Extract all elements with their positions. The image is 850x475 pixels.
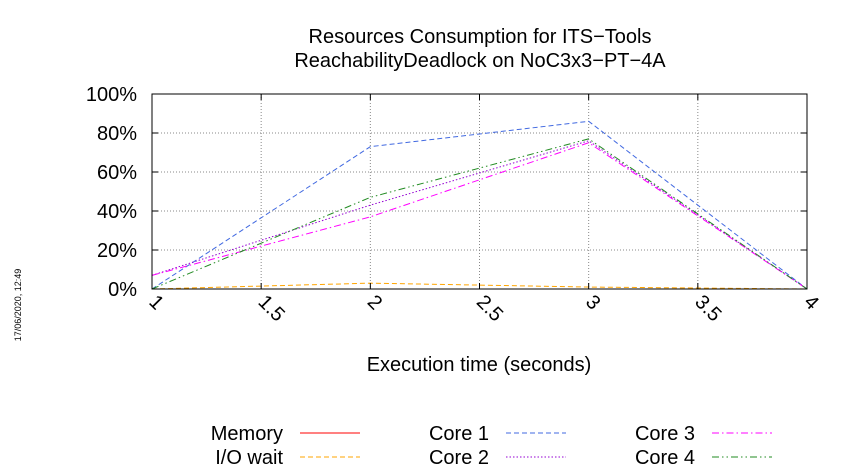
- series-line-core-3: [151, 142, 808, 290]
- series-line-core-1: [151, 120, 808, 290]
- chart-title: Resources Consumption for ITS−Tools Reac…: [294, 26, 666, 72]
- y-tick-label-3: 60%: [97, 162, 137, 184]
- chart-title-line-1: Resources Consumption for ITS−Tools: [309, 26, 652, 48]
- x-axis-ticks: 1 1.5 2 2.5 3 3.5 4: [144, 94, 823, 326]
- y-tick-label-5: 100%: [86, 84, 137, 106]
- series-line-core-2: [151, 140, 808, 290]
- x-tick-label-1: 1.5: [254, 291, 289, 326]
- y-tick-label-0: 0%: [108, 279, 137, 301]
- legend-label-i-o-wait: I/O wait: [215, 447, 283, 469]
- legend-label-core-4: Core 4: [635, 447, 695, 469]
- x-tick-label-5: 3.5: [690, 291, 725, 326]
- timestamp: 17/06/2020, 12:49: [13, 269, 23, 342]
- x-tick-label-6: 4: [799, 291, 822, 314]
- x-tick-label-2: 2: [363, 291, 386, 314]
- x-axis-label: Execution time (seconds): [367, 354, 592, 376]
- series-line-core-4: [151, 138, 808, 290]
- y-tick-label-4: 80%: [97, 123, 137, 145]
- legend-label-memory: Memory: [211, 423, 283, 445]
- x-tick-label-4: 3: [581, 291, 604, 314]
- y-tick-label-1: 20%: [97, 240, 137, 262]
- legend-label-core-2: Core 2: [429, 447, 489, 469]
- chart-title-line-2: ReachabilityDeadlock on NoC3x3−PT−4A: [294, 50, 666, 72]
- legend-label-core-1: Core 1: [429, 423, 489, 445]
- x-tick-label-3: 2.5: [472, 291, 507, 326]
- y-axis-ticks: 0% 20% 40% 60% 80% 100%: [86, 84, 807, 301]
- grid: [151, 93, 808, 290]
- legend-label-core-3: Core 3: [635, 423, 695, 445]
- y-tick-label-2: 40%: [97, 201, 137, 223]
- x-tick-label-0: 1: [144, 291, 167, 314]
